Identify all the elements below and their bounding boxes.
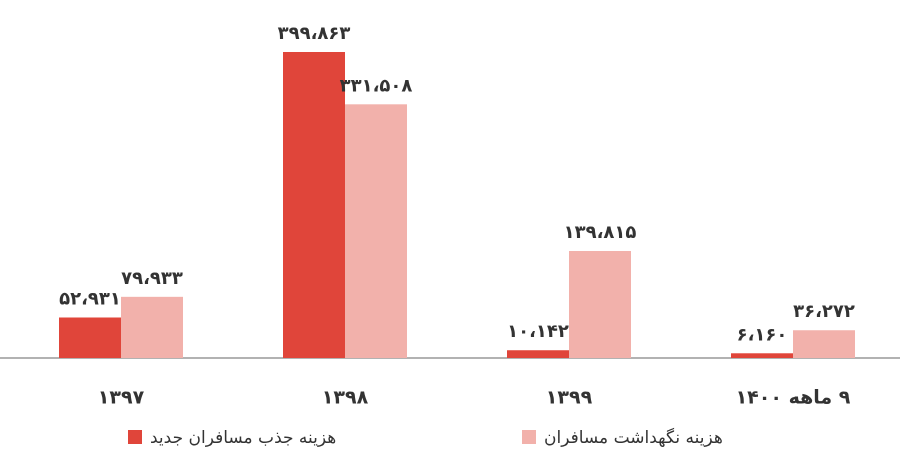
x-tick-label: ۱۳۹۸: [322, 387, 369, 409]
bar: [283, 52, 345, 358]
legend-label: هزینه نگهداشت مسافران: [544, 427, 723, 448]
x-tick-label: ۱۳۹۹: [546, 387, 593, 409]
value-label: ۶،۱۶۰: [737, 324, 788, 345]
bar: [731, 353, 793, 358]
value-label: ۱۳۹،۸۱۵: [564, 222, 637, 243]
value-label: ۳۳۱،۵۰۸: [340, 75, 413, 96]
bar: [345, 104, 407, 358]
legend-swatch: [522, 430, 536, 444]
value-label: ۳۹۹،۸۶۳: [278, 23, 351, 44]
value-label: ۵۲،۹۳۱: [59, 288, 121, 309]
bar: [569, 251, 631, 358]
value-label: ۷۹،۹۳۳: [121, 268, 183, 289]
value-label: ۳۶،۲۷۲: [793, 301, 855, 322]
legend-label: هزینه جذب مسافران جدید: [150, 428, 336, 448]
value-label: ۱۰،۱۴۲: [507, 321, 569, 342]
bar: [507, 350, 569, 358]
legend-swatch: [128, 430, 142, 444]
x-tick-label: ۱۳۹۷: [98, 387, 145, 409]
bar: [121, 296, 183, 358]
x-tick-label: ۹ ماهه ۱۴۰۰: [736, 387, 851, 409]
bar: [793, 330, 855, 358]
bar: [59, 317, 121, 358]
